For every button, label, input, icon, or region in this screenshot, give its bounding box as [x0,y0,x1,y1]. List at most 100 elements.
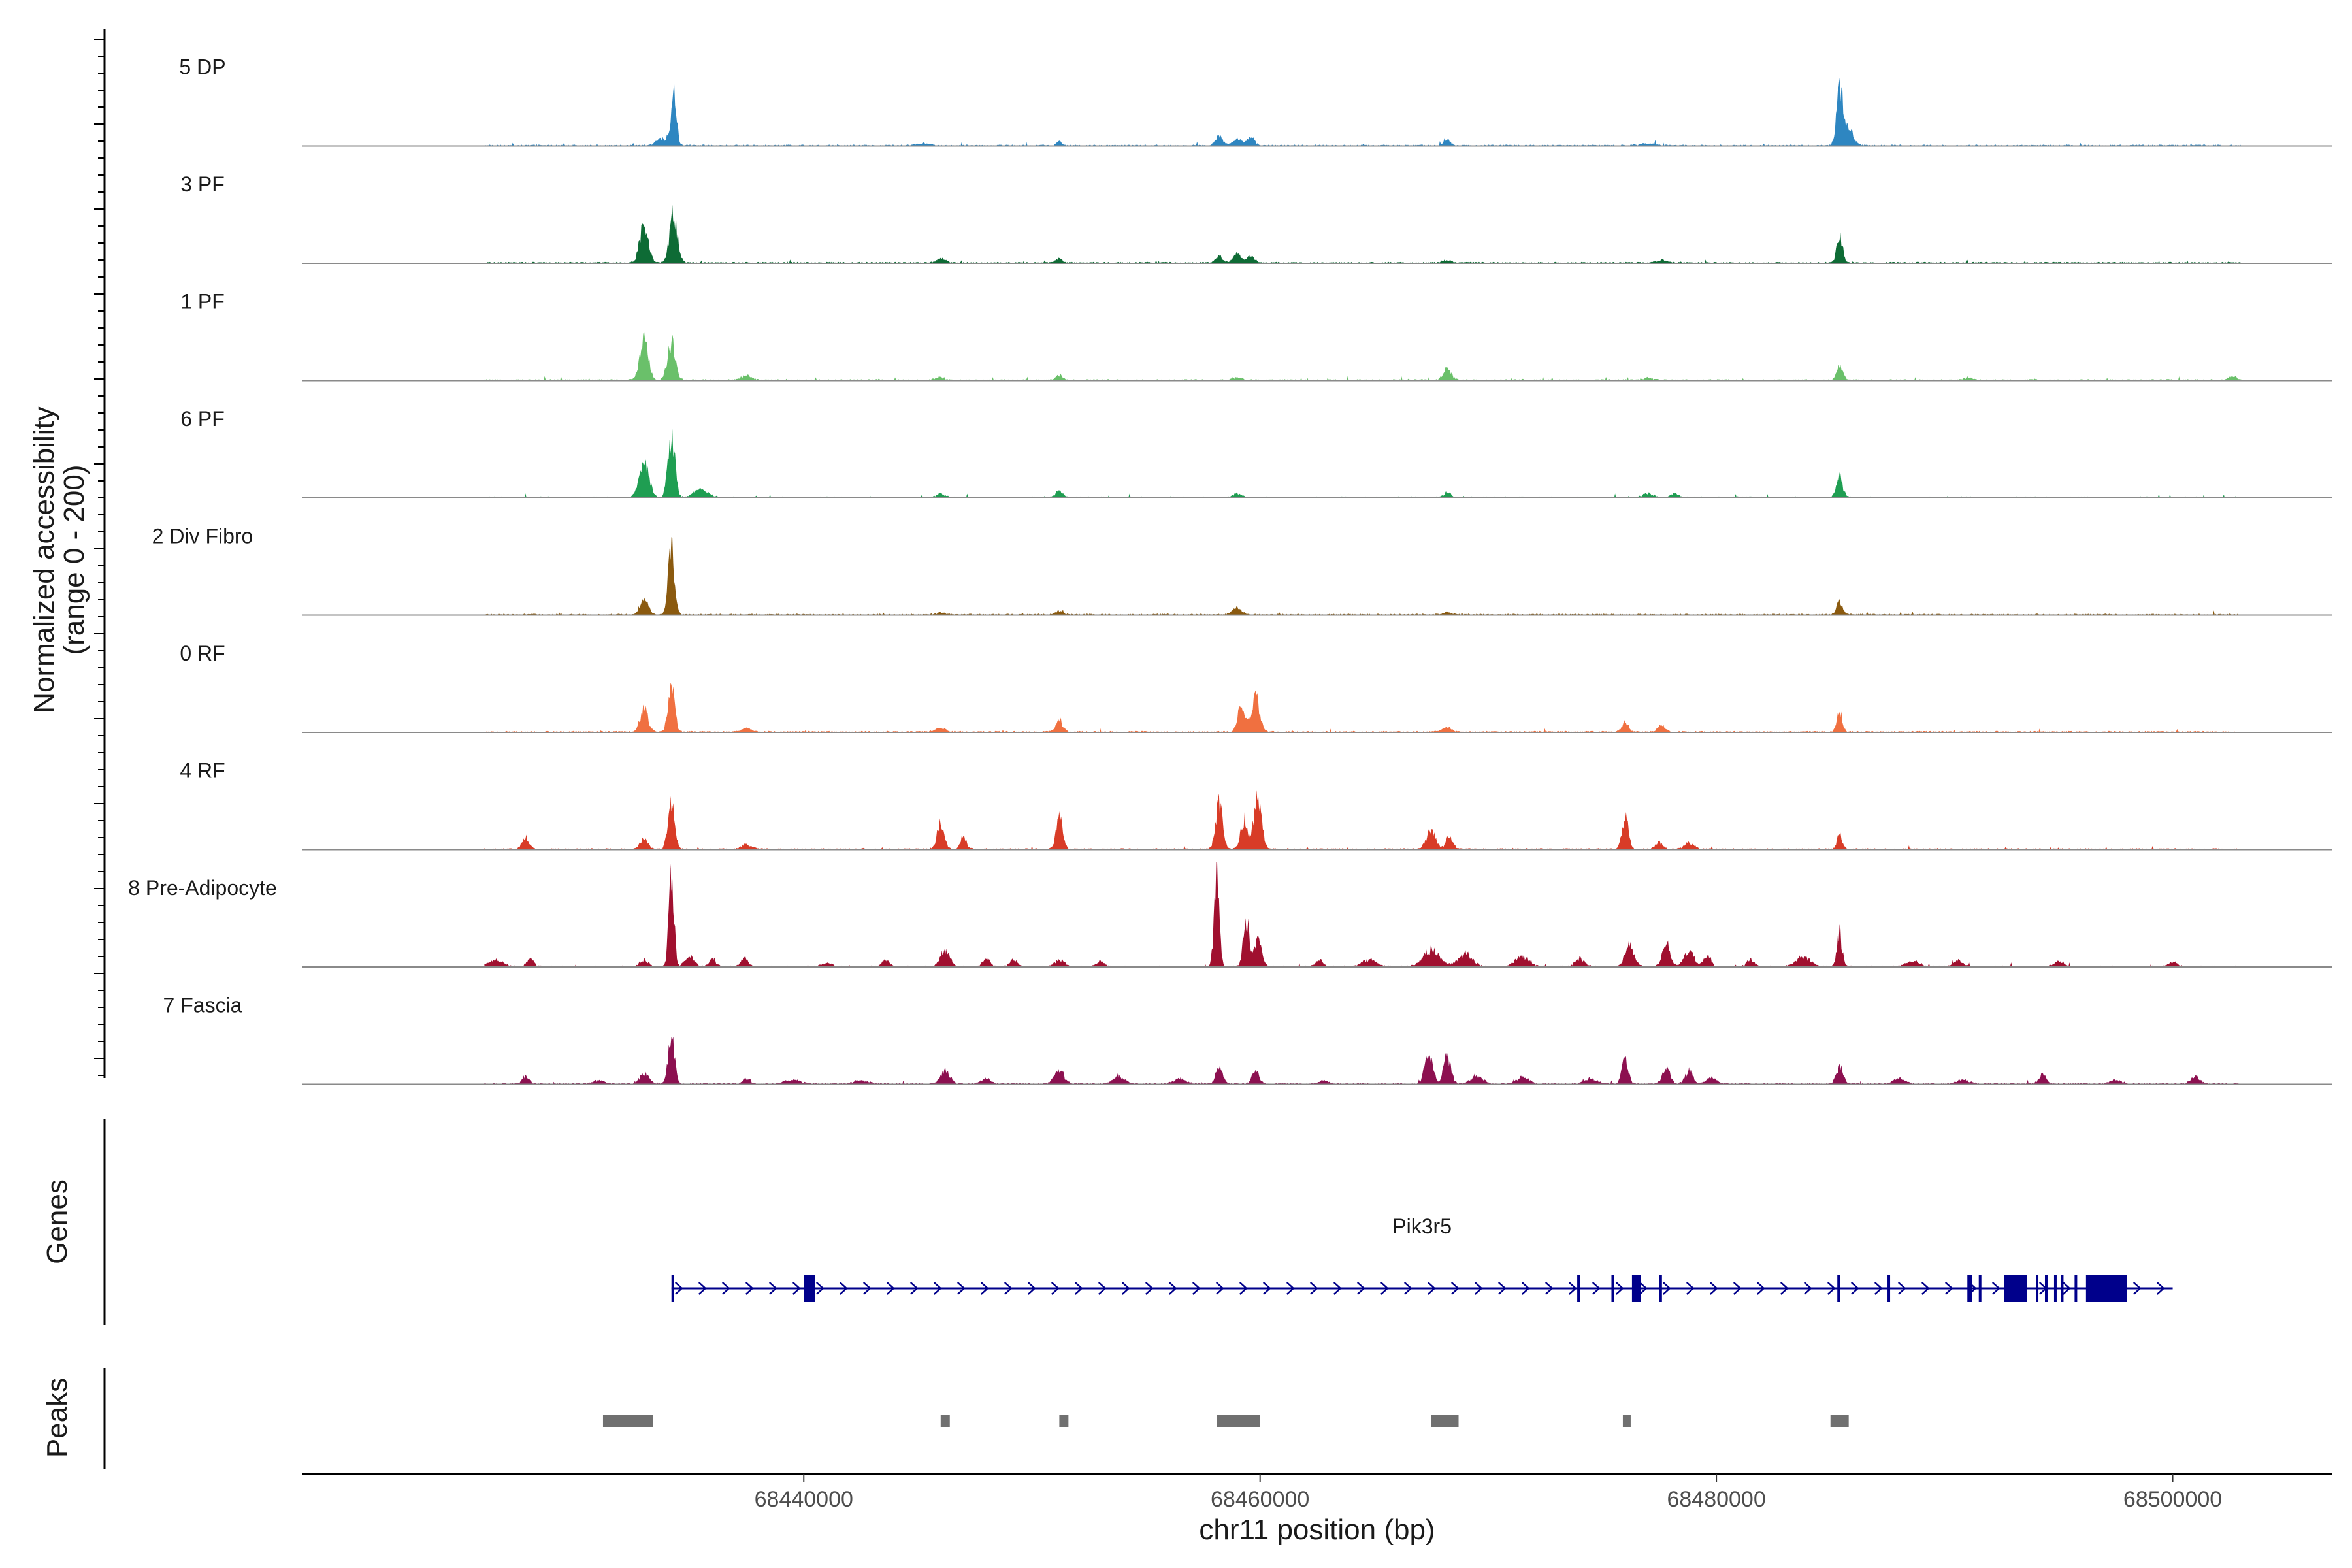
strand-arrow [862,1282,872,1295]
gene-exon [1631,1275,1641,1302]
strand-arrow [1215,1282,1224,1295]
strand-arrow [1121,1282,1130,1295]
coverage-area [484,1037,2242,1085]
gene-exon [1659,1275,1662,1302]
peak-region [1431,1415,1459,1427]
y-axis-title: Normalized accessibility [28,406,60,713]
strand-arrow [1380,1282,1389,1295]
strand-arrow [1897,1282,1906,1295]
x-tick-label: 68440000 [755,1487,853,1512]
strand-arrow [1944,1282,1953,1295]
strand-arrow [1733,1282,1742,1295]
peak-region [1217,1415,1260,1427]
gene-exon [1887,1275,1891,1302]
x-tick-label: 68480000 [1667,1487,1765,1512]
strand-arrow [1051,1282,1060,1295]
strand-arrow [1803,1282,1812,1295]
coverage-area [484,537,2242,615]
gene-name-label: Pik3r5 [1392,1215,1452,1238]
strand-arrow [1850,1282,1859,1295]
strand-arrow [1568,1282,1577,1295]
strand-arrow [721,1282,730,1295]
strand-arrow [1497,1282,1507,1295]
strand-arrow [698,1282,707,1295]
coverage-area [484,77,2242,146]
track-label: 3 PF [180,172,225,196]
track-5: 0 RF [180,642,2332,733]
gene-exon [1611,1275,1614,1302]
track-label: 0 RF [180,642,225,665]
strand-arrow [1427,1282,1436,1295]
track-6: 4 RF [180,759,2332,851]
track-label: 6 PF [180,407,225,431]
strand-arrow [815,1282,825,1295]
coverage-tracks: 5 DP 3 PF 1 PF 6 PF 2 Div Fibro 0 RF 4 RF 8 Pre… [128,56,2332,1085]
strand-arrow [1827,1282,1836,1295]
coverage-area [484,790,2242,850]
strand-arrow [1239,1282,1248,1295]
peak-region [602,1415,653,1427]
x-axis-ticks: 68440000 68460000 68480000 68500000 [755,1474,2222,1512]
y-axis-subtitle: (range 0 - 200) [58,465,90,655]
gene-exon [2044,1275,2048,1302]
strand-arrow [1686,1282,1695,1295]
strand-arrow [1004,1282,1013,1295]
peak-region [1622,1415,1631,1427]
strand-arrow [1709,1282,1718,1295]
gene-exon [804,1275,815,1302]
strand-arrow [1286,1282,1295,1295]
coverage-bracket-ticks [94,39,105,1076]
gene-track: Pik3r5 [671,1215,2173,1302]
x-axis-title: chr11 position (bp) [1199,1514,1435,1546]
gene-exon [2085,1275,2127,1302]
strand-arrow [1145,1282,1154,1295]
x-tick-label: 68500000 [2123,1487,2222,1512]
strand-arrow [2132,1282,2142,1295]
gene-exon [1837,1275,1840,1302]
track-label: 5 DP [179,56,225,79]
peak-region [1830,1415,1849,1427]
strand-arrow [909,1282,919,1295]
track-label: 8 Pre-Adipocyte [128,876,277,900]
strand-arrow [674,1282,683,1295]
strand-arrow [839,1282,848,1295]
strand-arrow [1356,1282,1365,1295]
strand-arrow [768,1282,777,1295]
strand-arrow [1450,1282,1460,1295]
strand-arrow [1074,1282,1083,1295]
gene-exon [1577,1275,1580,1302]
strand-arrow [1780,1282,1789,1295]
track-8: 7 Fascia [163,994,2332,1085]
strand-arrow [1403,1282,1413,1295]
gene-exon [2004,1275,2027,1302]
strand-arrow [1262,1282,1271,1295]
strand-arrow [1662,1282,1671,1295]
strand-arrow [1027,1282,1036,1295]
peak-region [1059,1415,1069,1427]
gene-exon [1978,1275,1982,1302]
genes-axis-label: Genes [41,1179,73,1264]
track-label: 1 PF [180,290,225,314]
track-1: 3 PF [180,172,2332,264]
strand-arrow [933,1282,942,1295]
track-2: 1 PF [180,290,2332,382]
gene-exon [2036,1275,2039,1302]
strand-arrow [1592,1282,1601,1295]
strand-arrow [1192,1282,1201,1295]
strand-arrow [745,1282,754,1295]
peaks-axis-label: Peaks [41,1378,73,1458]
strand-arrow [2062,1282,2071,1295]
strand-arrow [1991,1282,2001,1295]
coverage-area [484,429,2242,498]
gene-exon [2074,1275,2078,1302]
gene-exon [2061,1275,2064,1302]
strand-arrow [1921,1282,1930,1295]
gene-Pik3r5: Pik3r5 [671,1215,2173,1302]
strand-arrow [1756,1282,1765,1295]
strand-arrow [956,1282,966,1295]
peak-track [602,1415,1849,1427]
gene-exon [2053,1275,2057,1302]
strand-arrow [1639,1282,1648,1295]
strand-arrow [1098,1282,1107,1295]
